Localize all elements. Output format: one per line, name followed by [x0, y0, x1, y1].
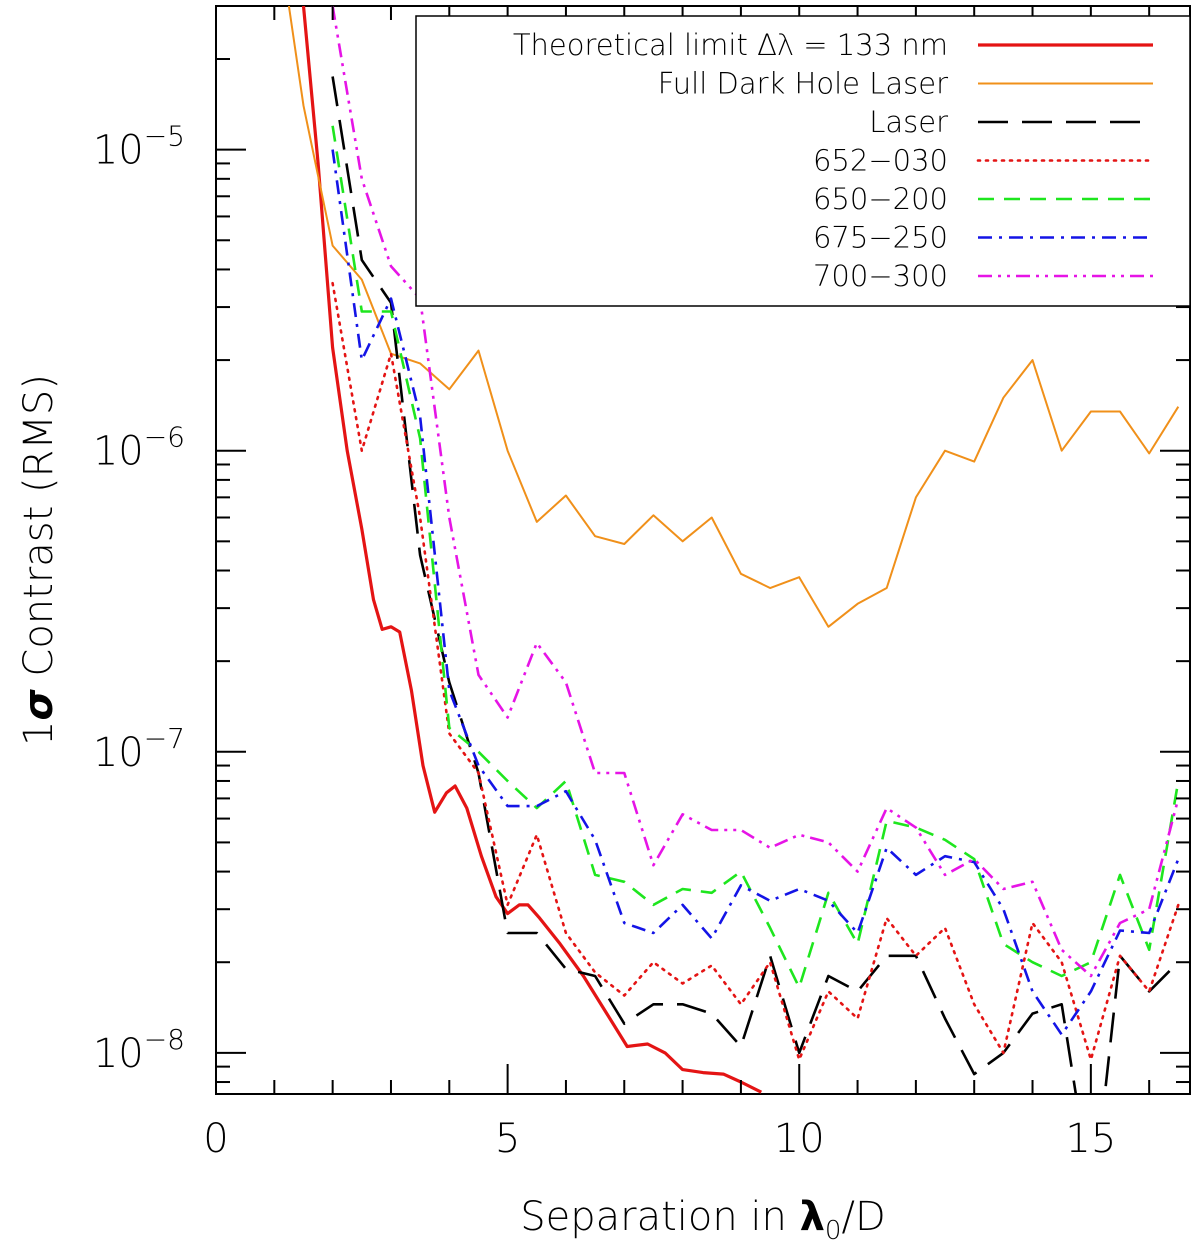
series-line-1	[287, 6, 1180, 628]
legend-label: 652−030	[813, 144, 948, 178]
x-tick-label: 15	[1065, 1116, 1116, 1162]
series-line-0	[301, 6, 763, 1094]
legend-label: 650−200	[813, 182, 948, 216]
x-axis-title: Separation in λ0/D	[520, 1194, 886, 1246]
legend-label: Full Dark Hole Laser	[658, 67, 948, 101]
y-tick-label: 10−7	[93, 722, 185, 776]
series-line-4	[331, 125, 1180, 989]
y-axis-title: 1σ Contrast (RMS)	[16, 374, 62, 746]
series-group	[287, 6, 1180, 1094]
legend: Theoretical limit Δλ = 133 nm Full Dark H…	[415, 15, 1191, 307]
y-tick-label: 10−8	[93, 1023, 185, 1077]
x-tick-label: 5	[495, 1116, 520, 1162]
plot-frame	[215, 5, 1191, 1095]
legend-label: Laser	[869, 105, 948, 139]
x-tick-label: 0	[203, 1116, 228, 1162]
legend-label: 700−300	[813, 259, 948, 293]
series-line-3	[331, 281, 1180, 1061]
plot-border	[215, 5, 1191, 1095]
legend-label: 675−250	[813, 221, 948, 255]
y-tick-label: 10−6	[93, 421, 185, 475]
y-tick-label: 10−5	[93, 120, 185, 174]
legend-label: Theoretical limit Δλ = 133 nm	[513, 28, 948, 62]
series-line-5	[331, 149, 1180, 1036]
x-tick-label: 10	[774, 1116, 825, 1162]
